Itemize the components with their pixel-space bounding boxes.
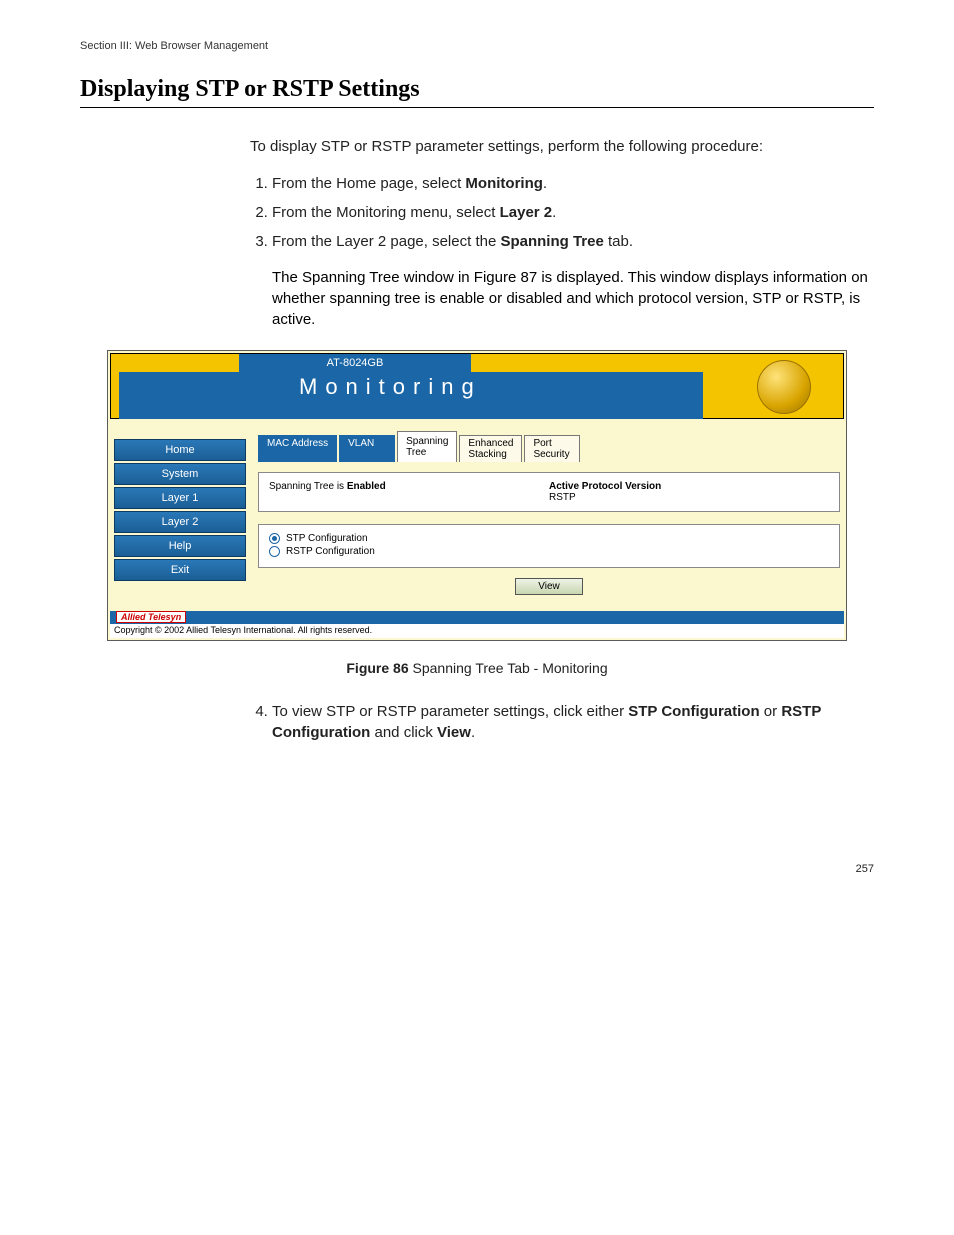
screenshot-figure: AT-8024GB Monitoring Home System Layer 1… — [107, 350, 847, 641]
view-button-row: View — [258, 578, 840, 605]
status-box: Spanning Tree is Enabled Active Protocol… — [258, 472, 840, 512]
figure-number: Figure 86 — [346, 660, 408, 676]
protocol-version-value: RSTP — [549, 492, 829, 503]
step-2: From the Monitoring menu, select Layer 2… — [272, 202, 874, 223]
page-title: Displaying STP or RSTP Settings — [80, 76, 874, 108]
protocol-version-label: Active Protocol Version — [549, 481, 829, 492]
step-3-text-post: tab. — [604, 233, 633, 250]
step-3-followup-paragraph: The Spanning Tree window in Figure 87 is… — [272, 267, 874, 330]
copyright-text: Copyright © 2002 Allied Telesyn Internat… — [110, 624, 844, 638]
footer-strip: Allied Telesyn — [110, 611, 844, 624]
step-2-bold: Layer 2 — [500, 204, 553, 221]
figure-caption: Figure 86 Spanning Tree Tab - Monitoring — [80, 659, 874, 679]
spanning-tree-status-label: Spanning Tree is — [269, 481, 347, 492]
step-3-bold: Spanning Tree — [500, 233, 603, 250]
radio-rstp-label: RSTP Configuration — [286, 546, 375, 557]
banner: AT-8024GB Monitoring — [110, 353, 844, 419]
radio-rstp-configuration[interactable]: RSTP Configuration — [269, 546, 829, 557]
step-4: To view STP or RSTP parameter settings, … — [272, 701, 874, 743]
banner-title: Monitoring — [119, 372, 703, 402]
nav-home[interactable]: Home — [114, 439, 246, 461]
nav-system[interactable]: System — [114, 463, 246, 485]
section-header: Section III: Web Browser Management — [80, 40, 874, 52]
tab-vlan[interactable]: VLAN — [339, 435, 395, 462]
step-2-text-pre: From the Monitoring menu, select — [272, 204, 500, 221]
tab-port-security[interactable]: Port Security — [524, 435, 580, 462]
step-1-text-pre: From the Home page, select — [272, 175, 465, 192]
nav-layer2[interactable]: Layer 2 — [114, 511, 246, 533]
view-button[interactable]: View — [515, 578, 583, 595]
figure-title: Spanning Tree Tab - Monitoring — [409, 660, 608, 676]
step-2-text-post: . — [552, 204, 556, 221]
banner-substrip — [119, 402, 703, 419]
nav-help[interactable]: Help — [114, 535, 246, 557]
step-4-post: . — [471, 724, 475, 741]
procedure-list: From the Home page, select Monitoring. F… — [250, 173, 874, 252]
spanning-tree-status-value: Enabled — [347, 481, 386, 492]
step-1: From the Home page, select Monitoring. — [272, 173, 874, 194]
step-3: From the Layer 2 page, select the Spanni… — [272, 231, 874, 252]
step-1-text-post: . — [543, 175, 547, 192]
step-1-bold: Monitoring — [465, 175, 542, 192]
nav-layer1[interactable]: Layer 1 — [114, 487, 246, 509]
intro-paragraph: To display STP or RSTP parameter setting… — [250, 136, 874, 157]
procedure-list-continued: To view STP or RSTP parameter settings, … — [250, 701, 874, 743]
tab-spanning-tree[interactable]: Spanning Tree — [397, 431, 457, 462]
globe-icon — [757, 360, 811, 414]
nav-exit[interactable]: Exit — [114, 559, 246, 581]
model-label: AT-8024GB — [239, 354, 471, 372]
radio-stp-label: STP Configuration — [286, 533, 368, 544]
page-number: 257 — [80, 863, 874, 875]
tab-bar: MAC Address VLAN Spanning Tree Enhanced … — [258, 431, 840, 462]
step-4-mid: or — [760, 703, 782, 720]
radio-icon — [269, 533, 280, 544]
step-4-mid2: and click — [370, 724, 437, 741]
tab-mac-address[interactable]: MAC Address — [258, 435, 337, 462]
brand-logo: Allied Telesyn — [116, 611, 186, 623]
radio-stp-configuration[interactable]: STP Configuration — [269, 533, 829, 544]
sidebar-nav: Home System Layer 1 Layer 2 Help Exit — [114, 439, 246, 583]
config-radio-group: STP Configuration RSTP Configuration — [258, 524, 840, 568]
step-4-bold-1: STP Configuration — [628, 703, 759, 720]
tab-enhanced-stacking[interactable]: Enhanced Stacking — [459, 435, 522, 462]
screenshot-body: Home System Layer 1 Layer 2 Help Exit MA… — [108, 421, 846, 611]
step-4-pre: To view STP or RSTP parameter settings, … — [272, 703, 628, 720]
radio-icon — [269, 546, 280, 557]
spanning-tree-status: Spanning Tree is Enabled — [269, 481, 549, 503]
step-3-text-pre: From the Layer 2 page, select the — [272, 233, 500, 250]
step-4-bold-3: View — [437, 724, 471, 741]
protocol-version: Active Protocol Version RSTP — [549, 481, 829, 503]
content-panel: MAC Address VLAN Spanning Tree Enhanced … — [258, 431, 840, 605]
